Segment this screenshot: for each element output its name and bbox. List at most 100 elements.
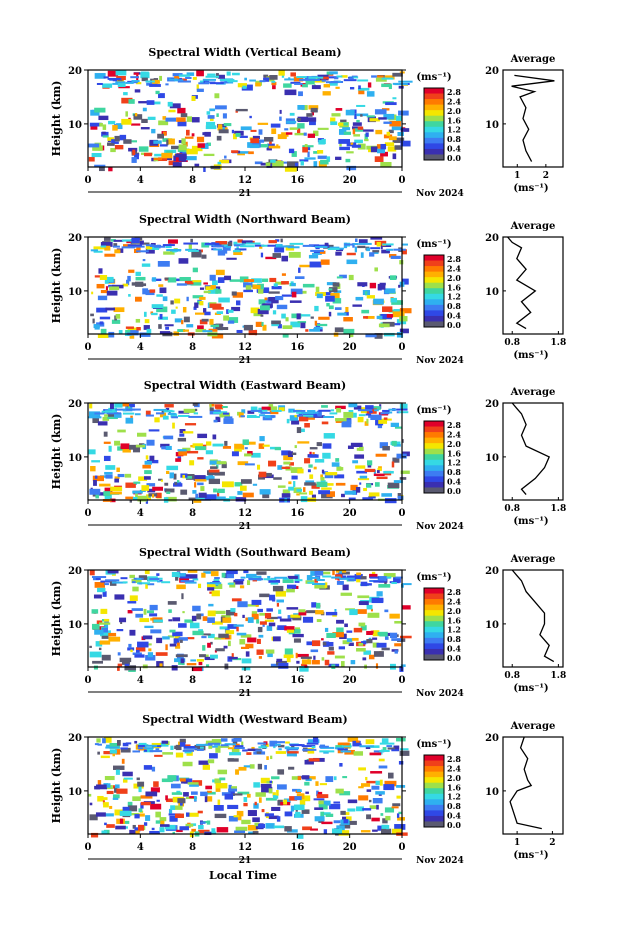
heatmap-cell xyxy=(296,414,303,417)
heatmap-cell xyxy=(164,277,169,280)
heatmap-cell xyxy=(222,113,227,119)
heatmap-cell xyxy=(358,414,366,417)
heatmap-cell xyxy=(96,307,108,313)
colorbar-tick-label: 2.8 xyxy=(447,87,461,97)
heatmap-cell xyxy=(339,791,351,796)
average-title: Average xyxy=(510,387,556,398)
heatmap-cell xyxy=(125,329,131,333)
heatmap-cell xyxy=(363,316,369,319)
heatmap-cell xyxy=(97,780,102,785)
colorbar-segment xyxy=(424,293,444,300)
heatmap-cell xyxy=(193,412,199,415)
heatmap-cell xyxy=(157,580,161,583)
heatmap-cell xyxy=(308,454,319,458)
heatmap-cell xyxy=(169,472,174,479)
heatmap-cell xyxy=(135,444,146,448)
heatmap-cell xyxy=(357,143,366,150)
heatmap-cell xyxy=(149,289,156,293)
heatmap-cell xyxy=(222,245,231,251)
heatmap-cell xyxy=(368,799,372,803)
heatmap-cell xyxy=(261,406,271,411)
heatmap-cell xyxy=(167,277,177,283)
date-label: Nov 2024 xyxy=(416,522,464,532)
heatmap-cell xyxy=(349,86,355,90)
heatmap-cell xyxy=(103,76,109,79)
heatmap-cell xyxy=(232,292,244,298)
heatmap-cell xyxy=(399,666,404,672)
heatmap-cell xyxy=(392,137,405,143)
colorbar-segment xyxy=(424,255,444,262)
heatmap-cell xyxy=(151,304,164,309)
heatmap-cell xyxy=(129,829,136,835)
heatmap-cell xyxy=(218,633,229,638)
heatmap-cell xyxy=(259,593,270,598)
heatmap-cell xyxy=(182,749,195,752)
heatmap-cell xyxy=(209,460,221,465)
heatmap-cell xyxy=(242,492,254,498)
colorbar-tick-label: 0.4 xyxy=(447,144,461,154)
colorbar-segment xyxy=(424,593,444,600)
heatmap-cell xyxy=(336,276,343,279)
heatmap-cell xyxy=(143,765,153,770)
heatmap-cell xyxy=(293,481,296,487)
heatmap-cell xyxy=(215,416,221,423)
heatmap-cell xyxy=(288,408,295,413)
heatmap-cell xyxy=(177,573,187,578)
heatmap-cell xyxy=(378,323,390,328)
heatmap-cell xyxy=(292,633,304,638)
heatmap-cell xyxy=(326,156,331,162)
heatmap-cell xyxy=(322,452,331,459)
y-tick-label: 20 xyxy=(68,733,82,744)
heatmap-cell xyxy=(186,156,197,161)
heatmap-cell xyxy=(389,632,398,639)
heatmap-cell xyxy=(350,142,354,145)
heatmap-cell xyxy=(88,143,100,148)
heatmap-cell xyxy=(199,296,206,300)
heatmap-cell xyxy=(96,322,105,327)
x-tick-label: 12 xyxy=(238,175,252,186)
colorbar-segment xyxy=(424,610,444,617)
heatmap-cell xyxy=(243,279,255,282)
heatmap-cell xyxy=(206,441,212,446)
heatmap-cell xyxy=(329,82,338,86)
colorbar-segment xyxy=(424,310,444,317)
colorbar-tick-label: 2.4 xyxy=(447,596,461,606)
heatmap-cell xyxy=(308,464,313,468)
heatmap-cell xyxy=(318,804,326,808)
heatmap-cell xyxy=(375,780,381,786)
heatmap-cell xyxy=(384,142,395,146)
heatmap-cell xyxy=(277,134,287,140)
average-y-tick-label: 20 xyxy=(485,233,499,244)
heatmap-cell xyxy=(359,745,375,748)
heatmap-cell xyxy=(237,239,243,243)
colorbar-segment xyxy=(424,760,444,767)
heatmap-cell xyxy=(269,277,277,283)
heatmap-cell xyxy=(368,492,380,497)
heatmap-cell xyxy=(317,791,323,795)
heatmap-cell xyxy=(352,243,355,248)
heatmap-cell xyxy=(131,80,140,83)
heatmap-cell xyxy=(304,781,310,786)
heatmap-cell xyxy=(232,72,240,76)
heatmap-cell xyxy=(367,612,380,618)
heatmap-cell xyxy=(175,752,184,758)
heatmap-cell xyxy=(221,572,226,578)
heatmap-cell xyxy=(224,793,234,800)
heatmap-cell xyxy=(283,455,293,461)
heatmap-cell xyxy=(102,145,105,151)
heatmap-cell xyxy=(94,164,106,167)
heatmap-cell xyxy=(265,823,275,829)
heatmap-cell xyxy=(146,439,155,446)
heatmap-cell xyxy=(288,481,292,485)
heatmap-cell xyxy=(305,776,316,780)
heatmap-cell xyxy=(219,626,229,630)
heatmap-cell xyxy=(205,796,213,802)
heatmap-cell xyxy=(288,251,301,258)
heatmap-cell xyxy=(330,121,338,126)
heatmap-cell xyxy=(256,619,260,624)
heatmap-cell xyxy=(125,417,134,424)
heatmap-cell xyxy=(277,744,285,748)
x-tick-label: 4 xyxy=(137,675,144,686)
x-tick-label: 4 xyxy=(137,508,144,519)
heatmap-cell xyxy=(348,642,354,646)
